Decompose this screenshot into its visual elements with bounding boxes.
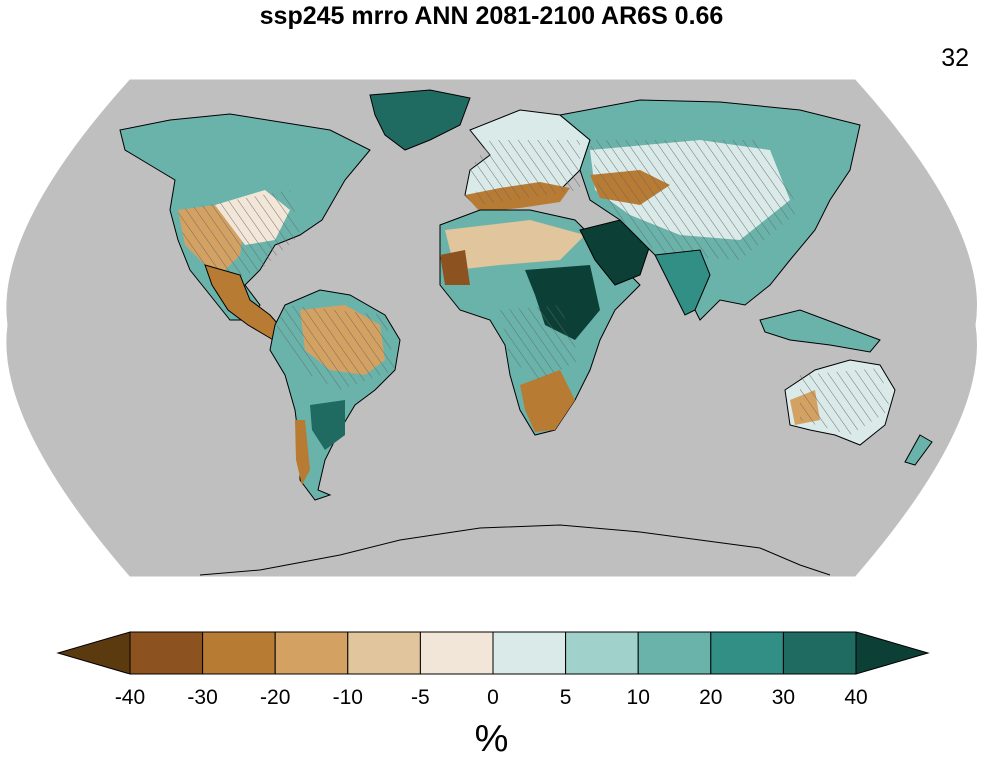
colorbar-arrow-low	[56, 631, 131, 675]
map-title: ssp245 mrro ANN 2081-2100 AR6S 0.66	[259, 2, 724, 30]
india	[654, 249, 711, 316]
colorbar-tick-label: -10	[333, 686, 363, 709]
colorbar-bin	[129, 631, 204, 675]
colorbar-bin	[274, 631, 349, 675]
colorbar-tick-label: -30	[187, 686, 217, 709]
colorbar-arrow-high	[855, 631, 930, 675]
australia-hatch	[800, 368, 890, 435]
colorbar-tick-label: 5	[560, 686, 572, 709]
colorbar-bin	[710, 631, 784, 675]
new-zealand	[904, 434, 933, 466]
colorbar-bin	[637, 631, 712, 675]
colorbar-bin	[419, 631, 494, 675]
sahara-neutral	[445, 220, 585, 270]
colorbar-tick-label: -20	[260, 686, 290, 709]
na-hatch	[178, 190, 300, 285]
colorbar-tick-label: 20	[699, 686, 722, 709]
colorbar-bin	[347, 631, 421, 675]
colorbar: -40 -30 -20 -10 -5 0 5 10 20 30 40	[56, 631, 930, 709]
colorbar-tick-label: 0	[487, 686, 499, 709]
antarctica-coastline	[199, 524, 831, 576]
africa-hatch	[500, 305, 580, 380]
colorbar-tick-label: 40	[844, 686, 867, 709]
model-count: 32	[941, 44, 969, 72]
europe-hatch	[470, 140, 580, 205]
colorbar-bin	[782, 631, 857, 675]
colorbar-bin	[492, 631, 567, 675]
colorbar-bin	[202, 631, 276, 675]
colorbar-bin	[565, 631, 639, 675]
colorbar-units-label: %	[474, 718, 509, 760]
world-map	[6, 79, 977, 577]
colorbar-tick-label: 10	[627, 686, 650, 709]
colorbar-tick-label: -40	[115, 686, 145, 709]
greenland	[369, 89, 471, 151]
southern-africa-dry	[520, 370, 575, 432]
colorbar-tick-label: 30	[772, 686, 795, 709]
sa-southeast-wet	[310, 400, 345, 450]
west-africa-dry	[440, 250, 470, 285]
indonesia	[759, 309, 881, 353]
chile-dry	[295, 420, 310, 485]
colorbar-tick-label: -5	[411, 686, 430, 709]
sa-hatch	[275, 305, 395, 390]
asia-hatch	[590, 140, 800, 260]
